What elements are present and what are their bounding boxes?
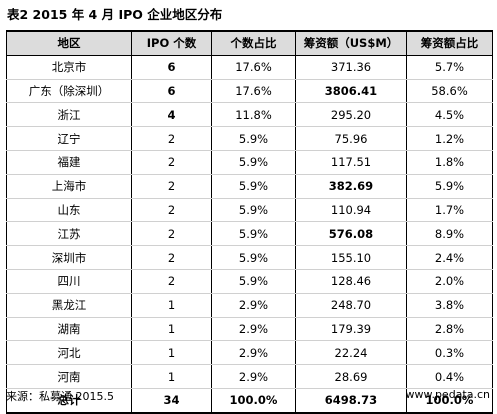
cell-region: 河北 [6,340,132,366]
table-row: 北京市 6 17.6% 371.36 5.7% [6,55,493,80]
header-ipo-count: IPO 个数 [131,29,212,56]
cell-region: 黑龙江 [6,293,132,318]
cell-ipo-count: 2 [131,126,212,151]
table-row: 辽宁 2 5.9% 75.96 1.2% [6,126,493,151]
cell-ipo-count: 6 [131,79,212,104]
cell-amount: 110.94 [295,198,407,223]
cell-amount: 248.70 [295,293,407,318]
cell-amount: 117.51 [295,150,407,175]
cell-region: 福建 [6,150,132,175]
cell-amount: 295.20 [295,102,407,128]
cell-count-share: 2.9% [211,317,296,342]
cell-region: 浙江 [6,102,132,128]
cell-ipo-count: 2 [131,269,212,294]
cell-amount-share: 0.3% [406,340,493,366]
cell-amount: 576.08 [295,221,407,247]
table-row: 山东 2 5.9% 110.94 1.7% [6,198,493,223]
table-row: 湖南 1 2.9% 179.39 2.8% [6,317,493,342]
cell-region: 山东 [6,198,132,223]
cell-count-share: 17.6% [211,79,296,104]
cell-region: 辽宁 [6,126,132,151]
cell-amount-share: 5.9% [406,174,493,199]
cell-count-share: 5.9% [211,126,296,151]
header-count-share: 个数占比 [211,29,296,56]
table-row: 江苏 2 5.9% 576.08 8.9% [6,221,493,247]
table-row: 河南 1 2.9% 28.69 0.4% [6,364,493,389]
cell-amount: 128.46 [295,269,407,294]
cell-ipo-count: 2 [131,221,212,247]
table-title: 表2 2015 年 4 月 IPO 企业地区分布 [7,7,223,22]
table-row: 四川 2 5.9% 128.46 2.0% [6,269,493,294]
table-row: 浙江 4 11.8% 295.20 4.5% [6,102,493,128]
cell-count-share: 5.9% [211,198,296,223]
cell-count-share: 5.9% [211,269,296,294]
cell-count-share: 2.9% [211,364,296,389]
cell-count-share: 5.9% [211,150,296,175]
table-row: 福建 2 5.9% 117.51 1.8% [6,150,493,175]
total-count-share: 100.0% [211,387,296,414]
cell-amount: 179.39 [295,317,407,342]
cell-amount-share: 3.8% [406,293,493,318]
cell-count-share: 11.8% [211,102,296,128]
cell-ipo-count: 1 [131,364,212,389]
table-row: 广东（除深圳） 6 17.6% 3806.41 58.6% [6,79,493,104]
cell-count-share: 17.6% [211,55,296,80]
cell-count-share: 2.9% [211,293,296,318]
total-ipo-count: 34 [131,387,212,414]
table-row: 上海市 2 5.9% 382.69 5.9% [6,174,493,199]
cell-amount-share: 2.0% [406,269,493,294]
total-amount: 6498.73 [295,387,407,414]
cell-region: 江苏 [6,221,132,247]
cell-region: 四川 [6,269,132,294]
header-amount-share: 筹资额占比 [406,29,493,56]
cell-region: 北京市 [6,55,132,80]
cell-amount: 3806.41 [295,79,407,104]
cell-ipo-count: 2 [131,150,212,175]
cell-ipo-count: 2 [131,174,212,199]
table-row: 深圳市 2 5.9% 155.10 2.4% [6,245,493,270]
cell-amount: 22.24 [295,340,407,366]
cell-count-share: 5.9% [211,245,296,270]
cell-ipo-count: 1 [131,340,212,366]
cell-ipo-count: 6 [131,55,212,80]
cell-amount: 382.69 [295,174,407,199]
cell-region: 河南 [6,364,132,389]
header-region: 地区 [6,29,132,56]
cell-ipo-count: 1 [131,317,212,342]
cell-amount-share: 5.7% [406,55,493,80]
cell-region: 上海市 [6,174,132,199]
cell-ipo-count: 2 [131,245,212,270]
cell-amount-share: 2.8% [406,317,493,342]
cell-amount-share: 0.4% [406,364,493,389]
cell-ipo-count: 4 [131,102,212,128]
cell-amount-share: 4.5% [406,102,493,128]
table-row: 河北 1 2.9% 22.24 0.3% [6,340,493,366]
cell-ipo-count: 2 [131,198,212,223]
cell-count-share: 2.9% [211,340,296,366]
cell-amount-share: 1.7% [406,198,493,223]
cell-region: 深圳市 [6,245,132,270]
cell-amount-share: 2.4% [406,245,493,270]
cell-region: 湖南 [6,317,132,342]
cell-count-share: 5.9% [211,174,296,199]
header-amount: 筹资额（US$M） [295,29,407,56]
cell-amount-share: 1.8% [406,150,493,175]
table-row: 黑龙江 1 2.9% 248.70 3.8% [6,293,493,318]
website-link[interactable]: www.pedata.cn [405,388,490,401]
cell-amount-share: 8.9% [406,221,493,247]
cell-region: 广东（除深圳） [6,79,132,104]
table-header-row: 地区 IPO 个数 个数占比 筹资额（US$M） 筹资额占比 [6,29,493,56]
source-note: 来源：私募通 2015.5 [6,390,114,403]
cell-amount-share: 58.6% [406,79,493,104]
cell-count-share: 5.9% [211,221,296,247]
cell-ipo-count: 1 [131,293,212,318]
cell-amount-share: 1.2% [406,126,493,151]
ipo-region-table: 地区 IPO 个数 个数占比 筹资额（US$M） 筹资额占比 北京市 6 17.… [6,29,493,414]
cell-amount: 75.96 [295,126,407,151]
cell-amount: 371.36 [295,55,407,80]
cell-amount: 28.69 [295,364,407,389]
cell-amount: 155.10 [295,245,407,270]
